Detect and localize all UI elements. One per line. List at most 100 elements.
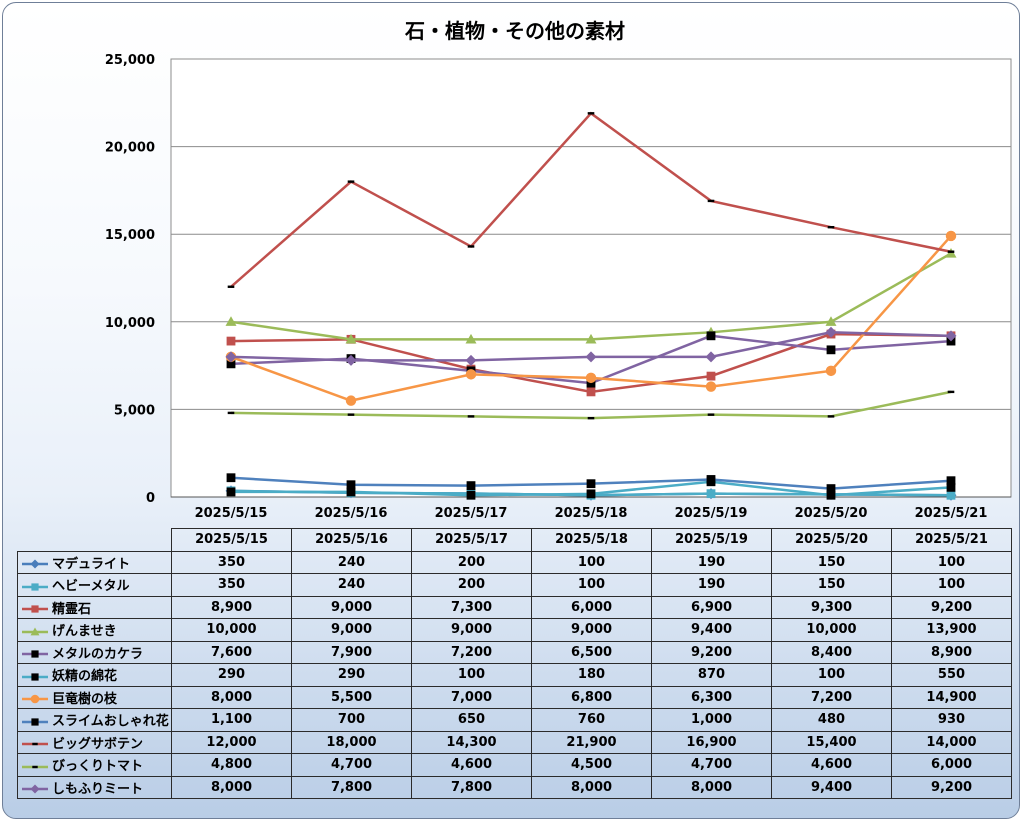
data-label: 6,900 bbox=[651, 595, 772, 619]
data-point bbox=[707, 413, 715, 416]
data-label: 6,000 bbox=[891, 753, 1012, 777]
data-label: 9,400 bbox=[771, 775, 892, 799]
data-point bbox=[32, 765, 38, 768]
data-point bbox=[825, 326, 837, 338]
table-row: 精霊石 8,900 9,000 7,300 6,000 6,900 9,300 9,200 bbox=[17, 595, 1012, 619]
legend-key-icon bbox=[22, 743, 48, 746]
legend-key-icon bbox=[22, 765, 48, 768]
data-point bbox=[587, 112, 595, 115]
data-label: 650 bbox=[411, 708, 532, 732]
series-name: げんませき bbox=[52, 624, 117, 640]
series-name: ヘビーメタル bbox=[52, 579, 130, 595]
legend-key-icon bbox=[22, 694, 48, 704]
series-line bbox=[225, 326, 957, 366]
legend-key-icon bbox=[22, 605, 48, 613]
data-point bbox=[31, 650, 39, 658]
table-row: ビッグサボテン 12,000 18,000 14,300 21,900 16,900 15,… bbox=[17, 730, 1012, 754]
data-point bbox=[947, 390, 955, 394]
data-label: 9,200 bbox=[651, 640, 772, 664]
data-label: 8,900 bbox=[171, 595, 292, 619]
data-point bbox=[346, 487, 356, 497]
data-point bbox=[31, 718, 39, 726]
data-label: 15,400 bbox=[771, 730, 892, 754]
data-point bbox=[345, 354, 357, 366]
data-point bbox=[466, 490, 476, 500]
data-label: 7,800 bbox=[291, 775, 412, 799]
series-line bbox=[227, 390, 955, 420]
table-row: ヘビーメタル 350 240 200 100 190 150 100 bbox=[17, 573, 1012, 597]
x-tick-label: 2025/5/18 bbox=[555, 506, 628, 521]
data-label: 7,200 bbox=[411, 640, 532, 664]
data-label: 18,000 bbox=[291, 730, 412, 754]
data-point bbox=[225, 316, 237, 326]
legend-key-icon bbox=[22, 583, 48, 591]
series-name: びっくりトマト bbox=[52, 759, 144, 775]
data-point bbox=[465, 354, 477, 366]
legend-entry: スライムおしゃれ花 bbox=[17, 708, 172, 732]
series-name: ビッグサボテン bbox=[52, 736, 144, 752]
data-point bbox=[31, 673, 39, 681]
table-row: マデュライト 350 240 200 100 190 150 100 bbox=[17, 550, 1012, 574]
data-point bbox=[705, 351, 717, 363]
legend-entry: 妖精の綿花 bbox=[17, 663, 172, 687]
data-label: 1,000 bbox=[651, 708, 772, 732]
data-label: 9,000 bbox=[531, 618, 652, 642]
data-label: 4,700 bbox=[651, 753, 772, 777]
data-label: 240 bbox=[291, 573, 412, 597]
data-point bbox=[346, 480, 356, 490]
x-tick-label: 2025/5/17 bbox=[435, 506, 508, 521]
y-tick-label: 10,000 bbox=[105, 316, 155, 331]
data-point bbox=[347, 180, 355, 183]
data-label: 240 bbox=[291, 550, 412, 574]
data-point bbox=[587, 416, 595, 420]
data-label: 6,300 bbox=[651, 685, 772, 709]
data-point bbox=[30, 627, 40, 636]
data-point bbox=[706, 489, 716, 499]
table-column-header: 2025/5/15 bbox=[171, 528, 292, 552]
data-label: 6,800 bbox=[531, 685, 652, 709]
legend-entry: 巨竜樹の枝 bbox=[17, 685, 172, 709]
data-label: 10,000 bbox=[171, 618, 292, 642]
data-label: 870 bbox=[651, 663, 772, 687]
data-label: 9,200 bbox=[891, 595, 1012, 619]
data-point bbox=[706, 331, 716, 341]
data-label: 350 bbox=[171, 550, 292, 574]
data-label: 14,000 bbox=[891, 730, 1012, 754]
legend-entry: メタルのカケラ bbox=[17, 640, 172, 664]
data-point bbox=[226, 487, 236, 497]
table-row: 巨竜樹の枝 8,000 5,500 7,000 6,800 6,300 7,200 14,90… bbox=[17, 685, 1012, 709]
data-point bbox=[585, 351, 597, 363]
table-header-row: 2025/5/15 2025/5/16 2025/5/17 2025/5/18 2025… bbox=[17, 528, 1012, 552]
table-column-header: 2025/5/20 bbox=[771, 528, 892, 552]
legend-entry: げんませき bbox=[17, 618, 172, 642]
data-label: 13,900 bbox=[891, 618, 1012, 642]
data-point bbox=[585, 372, 597, 384]
data-point bbox=[466, 481, 476, 491]
data-label: 7,300 bbox=[411, 595, 532, 619]
data-label: 4,600 bbox=[411, 753, 532, 777]
data-point bbox=[345, 333, 357, 344]
series-line bbox=[226, 473, 956, 493]
data-point bbox=[226, 359, 236, 369]
series-line bbox=[227, 111, 955, 288]
legend-entry: ヘビーメタル bbox=[17, 573, 172, 597]
data-label: 6,500 bbox=[531, 640, 652, 664]
data-point bbox=[467, 415, 475, 418]
data-label: 7,900 bbox=[291, 640, 412, 664]
data-label: 8,000 bbox=[651, 775, 772, 799]
data-label: 100 bbox=[771, 663, 892, 687]
data-point bbox=[947, 250, 955, 253]
data-label: 4,500 bbox=[531, 753, 652, 777]
series-name: 巨竜樹の枝 bbox=[52, 691, 118, 707]
data-point bbox=[705, 381, 717, 392]
data-label: 290 bbox=[291, 663, 412, 687]
data-point bbox=[227, 411, 235, 415]
table-corner bbox=[17, 528, 172, 552]
legend-key-icon bbox=[22, 559, 48, 569]
data-point bbox=[707, 199, 715, 203]
data-label: 8,400 bbox=[771, 640, 892, 664]
y-tick-label: 15,000 bbox=[105, 228, 155, 243]
data-label: 9,300 bbox=[771, 595, 892, 619]
x-tick-label: 2025/5/20 bbox=[795, 506, 868, 521]
data-point bbox=[586, 479, 596, 489]
